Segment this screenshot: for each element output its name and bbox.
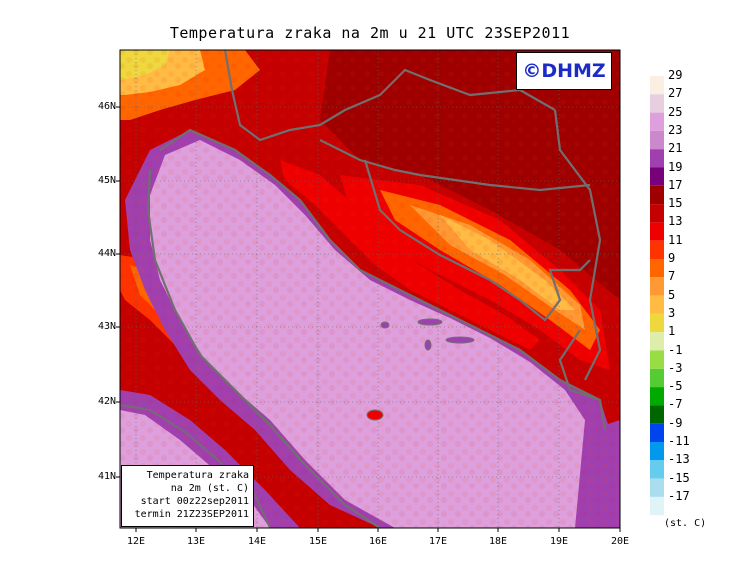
colorbar-swatch-5 xyxy=(650,167,664,186)
lon-label-12e: 12E xyxy=(126,536,146,547)
colorbar-label-23: -17 xyxy=(668,488,690,503)
lon-label-15e: 15E xyxy=(308,536,328,547)
info-line-1: Temperatura zraka xyxy=(146,470,249,481)
colorbar-label-4: 21 xyxy=(668,141,683,156)
colorbar-swatch-19 xyxy=(650,423,664,442)
colorbar-label-2: 25 xyxy=(668,104,683,119)
colorbar-label-5: 19 xyxy=(668,159,683,174)
lat-label-43n: 43N xyxy=(97,321,116,332)
colorbar-label-22: -15 xyxy=(668,470,690,485)
temperature-field xyxy=(120,50,620,528)
colorbar-label-18: -7 xyxy=(668,397,683,412)
colorbar-label-14: 1 xyxy=(668,324,676,339)
islands xyxy=(366,318,475,421)
colorbar-label-10: 9 xyxy=(668,251,676,265)
colorbar-label-20: -11 xyxy=(668,434,690,448)
colorbar-swatch-15 xyxy=(650,350,664,369)
colorbar-swatch-10 xyxy=(650,259,664,278)
colorbar-swatch-0 xyxy=(650,76,664,95)
lon-label-13e: 13E xyxy=(186,536,206,547)
colorbar-swatch-18 xyxy=(650,405,664,424)
colorbar-swatch-17 xyxy=(650,387,664,406)
colorbar-unit: (st. C) xyxy=(664,518,707,529)
colorbar-label-1: 27 xyxy=(668,86,683,101)
dhmz-logo: ©DHMZ xyxy=(516,52,612,90)
colorbar-label-12: 5 xyxy=(668,287,676,302)
info-box: Temperatura zraka na 2m (st. C) start 00… xyxy=(121,465,254,527)
lon-label-14e: 14E xyxy=(247,536,267,547)
colorbar-swatch-12 xyxy=(650,295,664,314)
colorbar-swatch-4 xyxy=(650,149,664,168)
map-title: Temperatura zraka na 2m u 21 UTC 23SEP20… xyxy=(169,24,571,42)
colorbar-swatch-3 xyxy=(650,130,664,150)
colorbar-swatch-8 xyxy=(650,222,664,241)
colorbar-swatch-16 xyxy=(650,368,664,388)
lon-label-20e: 20E xyxy=(610,536,630,547)
lon-label-18e: 18E xyxy=(488,536,508,547)
lon-label-16e: 16E xyxy=(368,536,388,547)
map-frame xyxy=(119,49,621,529)
colorbar-label-11: 7 xyxy=(668,269,676,284)
axis-ticks xyxy=(116,106,621,532)
colorbar-swatch-13 xyxy=(650,313,664,333)
colorbar-label-9: 11 xyxy=(668,232,683,247)
colorbar-label-19: -9 xyxy=(668,415,683,430)
colorbar-label-21: -13 xyxy=(668,452,690,467)
colorbar-swatch-11 xyxy=(650,277,664,296)
country-borders xyxy=(146,50,607,528)
italy-coast xyxy=(119,404,271,529)
lat-label-42n: 42N xyxy=(97,396,116,407)
colorbar-label-13: 3 xyxy=(668,305,676,320)
lon-label-19e: 19E xyxy=(549,536,569,547)
colorbar-swatch-7 xyxy=(650,204,664,223)
colorbar-swatch-22 xyxy=(650,478,664,497)
colorbar-swatch-1 xyxy=(650,94,664,113)
info-line-3: start 00z22sep2011 xyxy=(140,496,249,507)
lat-label-44n: 44N xyxy=(97,248,116,259)
lat-label-46n: 46N xyxy=(97,101,116,112)
colorbar-label-8: 13 xyxy=(668,214,683,229)
colorbar-swatch-20 xyxy=(650,442,664,461)
lat-label-45n: 45N xyxy=(97,175,116,186)
colorbar-swatch-21 xyxy=(650,460,664,479)
colorbar-swatch-14 xyxy=(650,332,664,351)
colorbar-label-15: -1 xyxy=(668,342,683,357)
info-line-4: termin 21Z23SEP2011 xyxy=(134,509,249,520)
lon-label-17e: 17E xyxy=(428,536,448,547)
colorbar xyxy=(650,76,664,516)
colorbar-label-7: 15 xyxy=(668,196,683,211)
colorbar-label-6: 17 xyxy=(668,177,683,192)
colorbar-label-17: -5 xyxy=(668,379,683,394)
lat-label-41n: 41N xyxy=(97,471,116,482)
colorbar-label-0: 29 xyxy=(668,68,683,82)
info-line-2: na 2m (st. C) xyxy=(170,483,249,494)
colorbar-swatch-23 xyxy=(650,496,664,516)
colorbar-swatch-6 xyxy=(650,185,664,205)
colorbar-swatch-9 xyxy=(650,240,664,259)
colorbar-label-3: 23 xyxy=(668,122,683,137)
colorbar-swatch-2 xyxy=(650,112,664,131)
lat-lon-grid xyxy=(120,50,620,528)
colorbar-label-16: -3 xyxy=(668,360,683,375)
